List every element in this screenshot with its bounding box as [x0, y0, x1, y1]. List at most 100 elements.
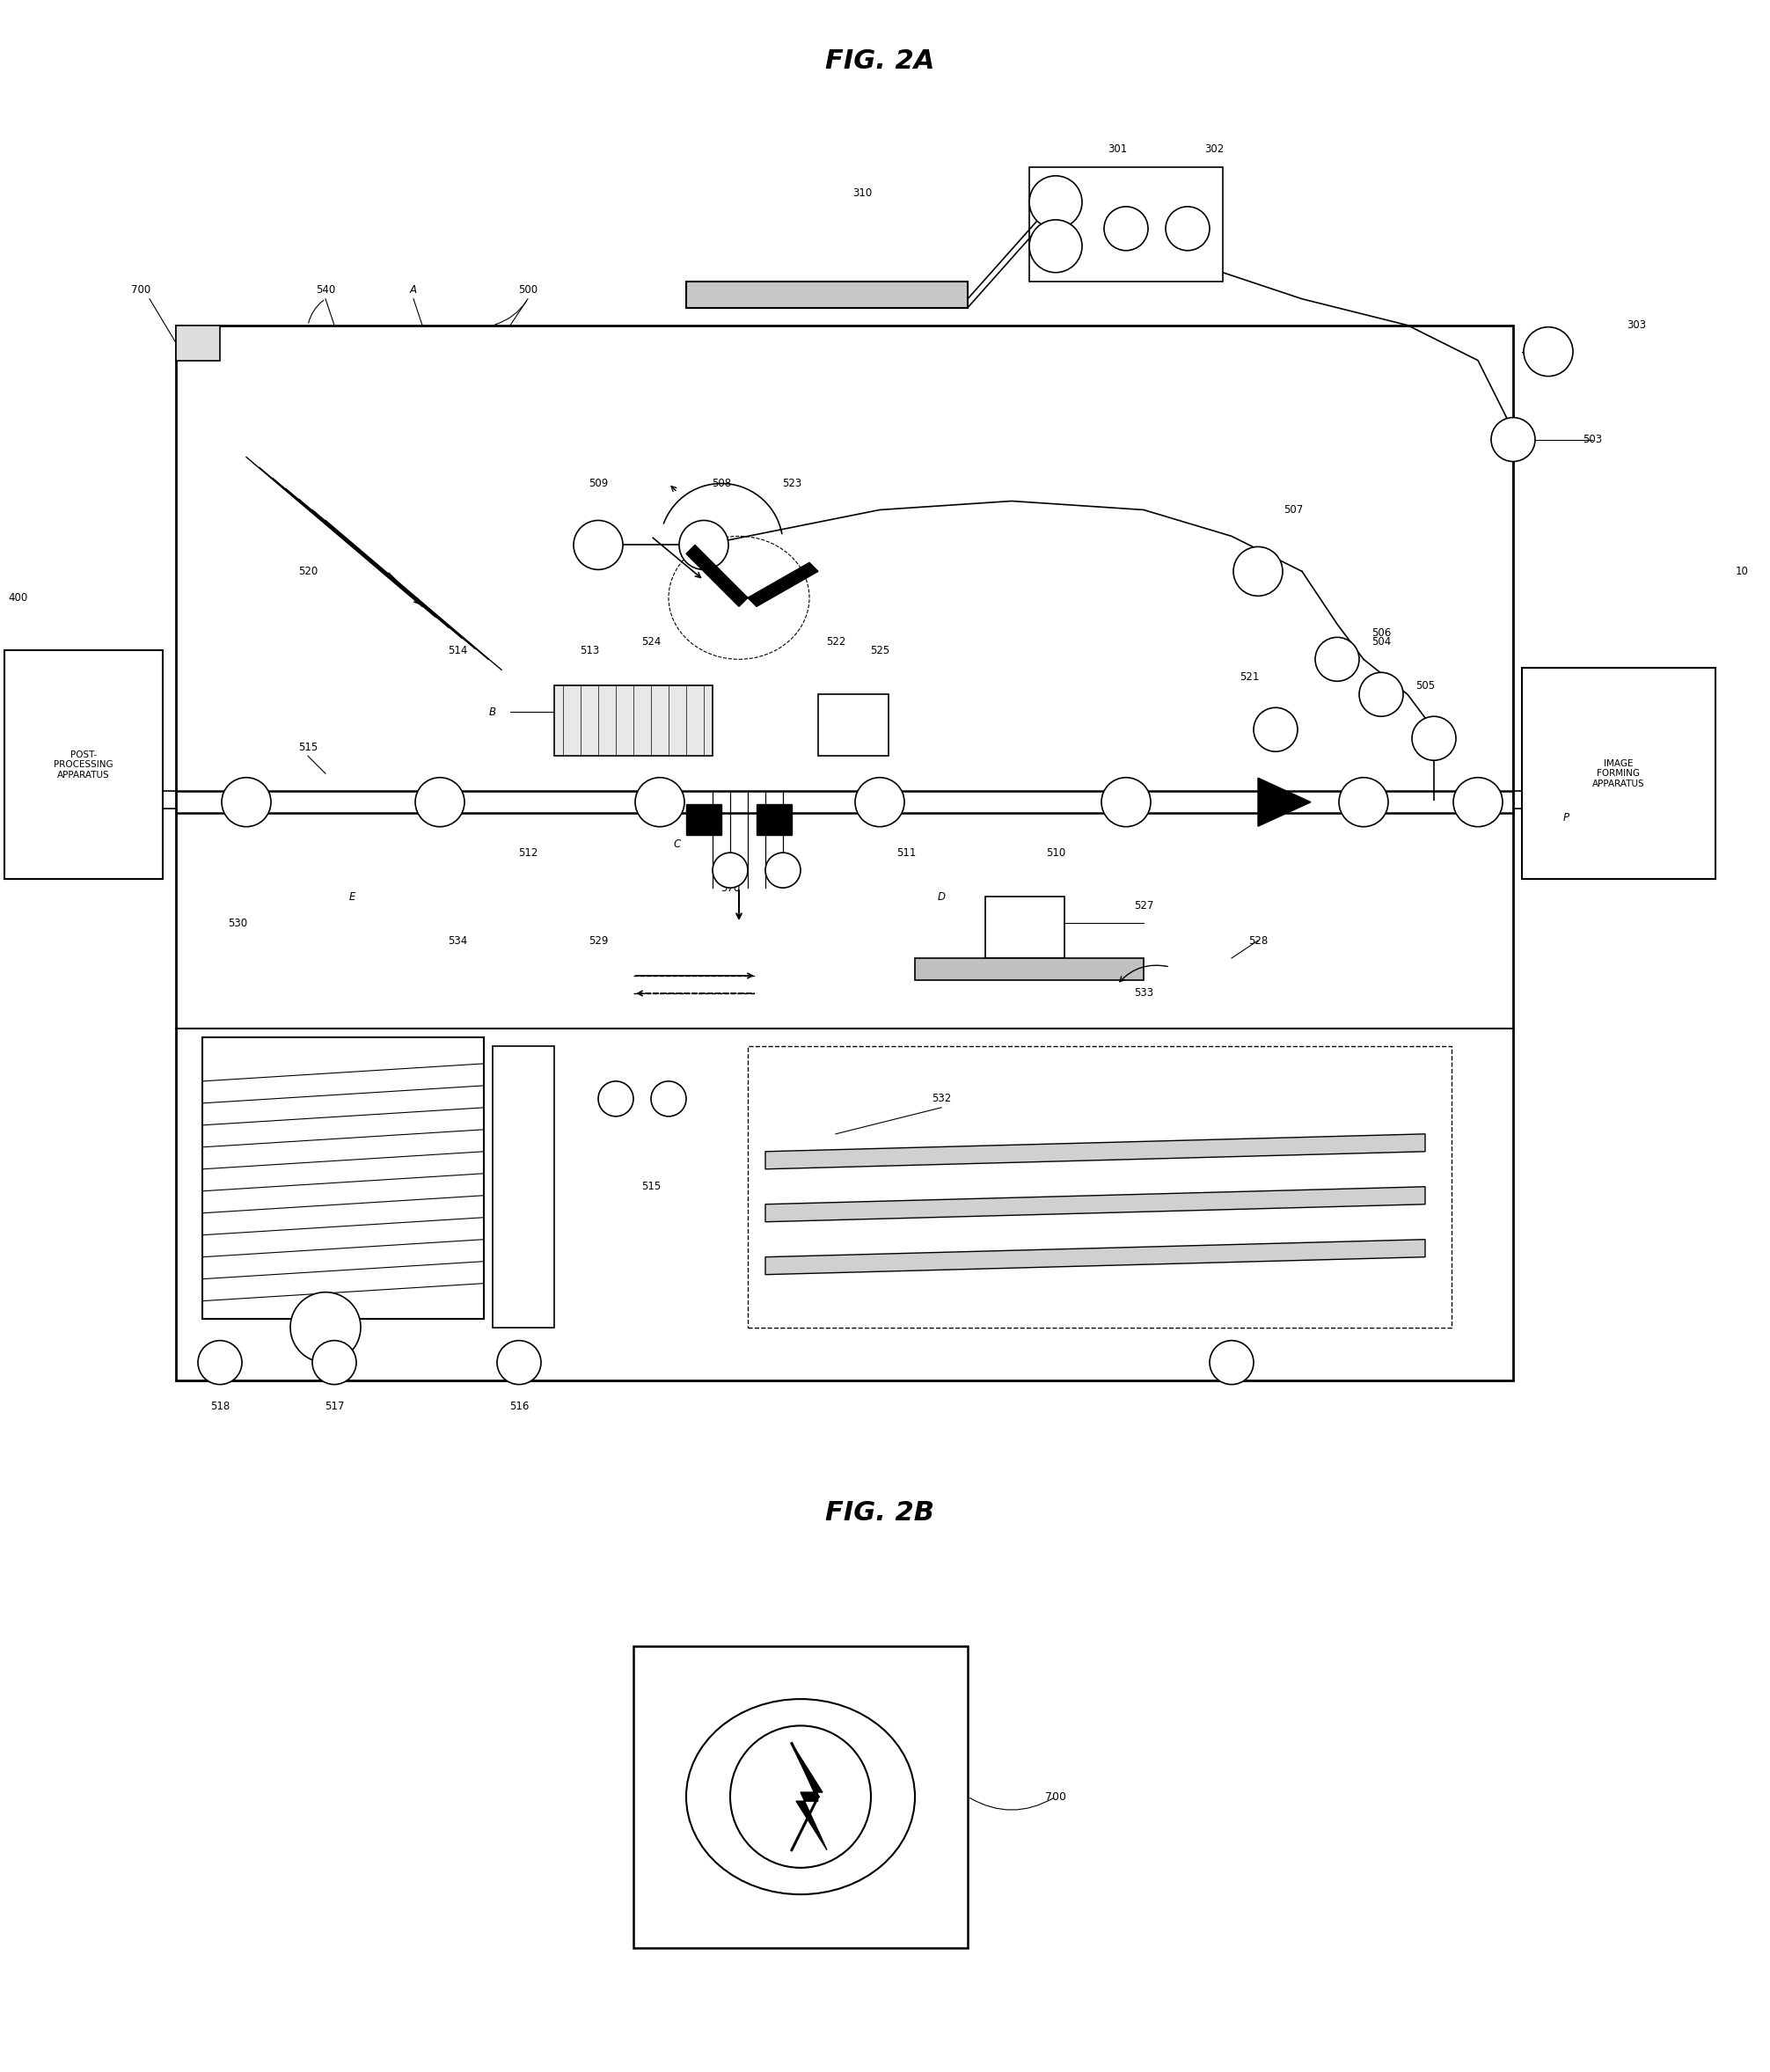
Text: 518: 518: [211, 1401, 230, 1413]
Text: 515: 515: [641, 1181, 660, 1191]
Text: 528: 528: [1248, 934, 1267, 947]
Text: B: B: [489, 707, 496, 717]
Circle shape: [1101, 777, 1150, 827]
Circle shape: [198, 1341, 242, 1384]
Circle shape: [1209, 1341, 1253, 1384]
Text: 520: 520: [297, 566, 317, 578]
Circle shape: [1412, 717, 1457, 760]
Bar: [175, 325, 219, 361]
Circle shape: [1338, 777, 1388, 827]
Text: 301: 301: [1108, 143, 1127, 155]
Bar: [634, 1645, 968, 1948]
Text: A: A: [411, 284, 418, 296]
Text: 512: 512: [519, 847, 538, 858]
Circle shape: [1104, 207, 1149, 251]
Text: C: C: [674, 839, 681, 850]
Bar: [747, 1046, 1451, 1328]
Circle shape: [713, 854, 747, 887]
Circle shape: [1234, 547, 1283, 597]
Circle shape: [573, 520, 623, 570]
Polygon shape: [915, 957, 1143, 980]
Text: 570: 570: [720, 883, 740, 893]
Bar: [756, 804, 791, 835]
Circle shape: [731, 1726, 871, 1867]
Polygon shape: [747, 564, 818, 607]
Text: 400: 400: [7, 593, 27, 603]
Text: D: D: [938, 891, 945, 901]
Text: 517: 517: [324, 1401, 343, 1413]
Circle shape: [416, 777, 464, 827]
Text: P: P: [1563, 812, 1568, 823]
Circle shape: [651, 1082, 687, 1117]
Text: 506: 506: [1372, 628, 1391, 638]
Circle shape: [1030, 176, 1081, 228]
Bar: [4, 651, 163, 879]
Text: 522: 522: [827, 636, 846, 646]
Text: 540: 540: [315, 284, 335, 296]
Circle shape: [312, 1341, 356, 1384]
Circle shape: [1253, 709, 1297, 752]
Polygon shape: [687, 545, 747, 607]
Circle shape: [1166, 207, 1209, 251]
Circle shape: [290, 1293, 361, 1363]
Circle shape: [1453, 777, 1503, 827]
Circle shape: [497, 1341, 542, 1384]
Bar: [554, 686, 713, 756]
Text: 503: 503: [1582, 433, 1602, 445]
Text: 510: 510: [1046, 847, 1066, 858]
Text: 700: 700: [131, 284, 150, 296]
Bar: [202, 1038, 483, 1318]
Bar: [492, 1046, 554, 1328]
Text: IMAGE
FORMING
APPARATUS: IMAGE FORMING APPARATUS: [1593, 758, 1644, 787]
Circle shape: [1490, 419, 1535, 462]
Text: POST-
PROCESSING
APPARATUS: POST- PROCESSING APPARATUS: [53, 750, 113, 779]
Text: E: E: [349, 891, 356, 901]
Circle shape: [221, 777, 271, 827]
Text: 513: 513: [579, 644, 600, 657]
Text: 532: 532: [931, 1094, 950, 1104]
Text: 534: 534: [448, 934, 467, 947]
Circle shape: [765, 854, 800, 887]
Bar: [687, 804, 722, 835]
Text: 508: 508: [712, 479, 731, 489]
Text: 529: 529: [588, 934, 609, 947]
Text: 530: 530: [228, 918, 248, 928]
Text: 515: 515: [297, 742, 317, 752]
Text: 10: 10: [1735, 566, 1749, 578]
Text: 533: 533: [1135, 988, 1154, 999]
Text: 303: 303: [1627, 319, 1646, 332]
Text: 509: 509: [588, 479, 609, 489]
Text: 531: 531: [510, 1365, 529, 1378]
Text: 523: 523: [782, 479, 802, 489]
Text: 511: 511: [896, 847, 915, 858]
Text: 302: 302: [1204, 143, 1223, 155]
Circle shape: [598, 1082, 634, 1117]
Text: 525: 525: [869, 644, 890, 657]
Text: 516: 516: [510, 1401, 529, 1413]
Text: FIG. 2A: FIG. 2A: [825, 50, 935, 75]
Circle shape: [855, 777, 904, 827]
Text: 524: 524: [641, 636, 660, 646]
Circle shape: [680, 520, 729, 570]
Circle shape: [1359, 673, 1404, 717]
Text: 700: 700: [1044, 1790, 1066, 1803]
Circle shape: [1315, 638, 1359, 682]
Text: 310: 310: [853, 189, 873, 199]
Bar: [818, 694, 889, 756]
Text: 521: 521: [1239, 671, 1258, 682]
Text: 514: 514: [448, 644, 467, 657]
Circle shape: [635, 777, 685, 827]
Polygon shape: [1258, 777, 1312, 827]
Polygon shape: [687, 282, 968, 307]
Polygon shape: [765, 1133, 1425, 1169]
Text: 505: 505: [1416, 680, 1435, 692]
Bar: [1030, 168, 1223, 282]
Text: 504: 504: [1372, 636, 1391, 646]
Polygon shape: [791, 1743, 827, 1850]
Circle shape: [1524, 327, 1574, 377]
Bar: [986, 897, 1064, 957]
Polygon shape: [765, 1187, 1425, 1222]
Text: FIG. 2B: FIG. 2B: [825, 1500, 935, 1525]
Circle shape: [1030, 220, 1081, 274]
Text: 527: 527: [1135, 899, 1154, 912]
